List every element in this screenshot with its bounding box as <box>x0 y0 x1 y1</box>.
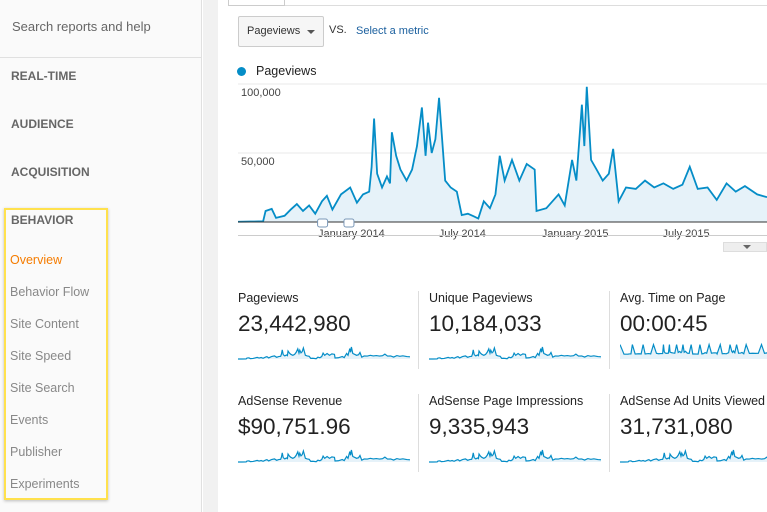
sparkline <box>429 448 601 463</box>
sparkline <box>429 345 601 360</box>
nav-site-search[interactable]: Site Search <box>10 381 75 395</box>
nav-site-speed[interactable]: Site Speed <box>10 349 72 363</box>
annotation-icon <box>343 218 355 228</box>
metric-label: AdSense Revenue <box>238 394 343 408</box>
vs-label: VS. <box>329 24 347 36</box>
sparkline-line <box>429 345 601 360</box>
highlight-box <box>4 208 108 500</box>
sparkline-area <box>620 344 767 359</box>
nav-audience[interactable]: AUDIENCE <box>11 117 74 131</box>
metric-unique-pageviews[interactable]: Unique Pageviews 10,184,033 <box>429 291 609 361</box>
nav-experiments[interactable]: Experiments <box>10 477 80 491</box>
metric-value: 23,442,980 <box>238 311 351 336</box>
legend-label: Pageviews <box>256 64 317 78</box>
divider <box>609 291 610 369</box>
area-fill <box>238 86 767 222</box>
divider <box>0 57 202 58</box>
x-tick-label: July 2015 <box>662 228 710 240</box>
metric-label: Pageviews <box>238 291 299 305</box>
divider <box>609 394 610 472</box>
select-metric-link[interactable]: Select a metric <box>356 25 429 37</box>
sparkline-area <box>429 450 601 462</box>
expand-chart-button[interactable] <box>723 242 767 252</box>
divider <box>418 291 419 369</box>
nav-behavior-flow[interactable]: Behavior Flow <box>10 285 90 299</box>
metric-pageviews[interactable]: Pageviews 23,442,980 <box>238 291 418 361</box>
metric-label: Avg. Time on Page <box>620 291 726 305</box>
sparkline-line <box>429 448 601 463</box>
sparkline-area <box>238 347 410 359</box>
sparkline-area <box>238 450 410 462</box>
sparkline <box>238 345 410 360</box>
divider <box>418 394 419 472</box>
metric-label: AdSense Page Impressions <box>429 394 584 408</box>
sparkline-area <box>429 347 601 359</box>
metric-adsense-revenue[interactable]: AdSense Revenue $90,751.96 <box>238 394 418 464</box>
y-tick-label: 100,000 <box>241 87 281 99</box>
nav-acquisition[interactable]: ACQUISITION <box>11 165 90 179</box>
sparkline <box>620 448 767 463</box>
sidebar: Search reports and help REAL-TIME AUDIEN… <box>0 0 202 512</box>
metric-value: 00:00:45 <box>620 311 708 336</box>
nav-overview[interactable]: Overview <box>10 253 63 267</box>
tab-overview[interactable] <box>228 0 285 6</box>
divider <box>285 5 767 6</box>
nav-behavior[interactable]: BEHAVIOR <box>11 213 74 227</box>
pageviews-line <box>238 86 767 223</box>
sparkline <box>238 448 410 463</box>
nav-real-time[interactable]: REAL-TIME <box>11 69 77 83</box>
pageviews-chart[interactable] <box>238 80 767 230</box>
sparkline <box>620 342 767 359</box>
metric-label: Unique Pageviews <box>429 291 533 305</box>
gutter <box>203 0 218 512</box>
y-tick-label: 50,000 <box>241 156 275 168</box>
annotation-icon <box>317 218 329 228</box>
metric-adsense-ad-units-viewed[interactable]: AdSense Ad Units Viewed 31,731,080 <box>620 394 767 464</box>
x-tick-label: July 2014 <box>438 228 486 240</box>
metric-dropdown-value: Pageviews <box>247 25 301 37</box>
sparkline-line <box>620 342 767 356</box>
metric-avg-time-on-page[interactable]: Avg. Time on Page 00:00:45 <box>620 291 767 361</box>
sparkline-line <box>238 448 410 463</box>
sparkline-line <box>238 345 410 360</box>
metric-label: AdSense Ad Units Viewed <box>620 394 766 408</box>
metric-dropdown[interactable]: Pageviews <box>238 16 324 47</box>
nav-events[interactable]: Events <box>10 413 49 427</box>
metric-value: $90,751.96 <box>238 414 351 439</box>
caret-down-icon <box>307 30 315 34</box>
metric-value: 31,731,080 <box>620 414 733 439</box>
x-tick-label: January 2015 <box>541 228 609 240</box>
legend-dot-icon <box>237 67 246 76</box>
metric-value: 9,335,943 <box>429 414 530 439</box>
sparkline-line <box>620 448 767 463</box>
search-input[interactable]: Search reports and help <box>12 19 151 34</box>
metric-value: 10,184,033 <box>429 311 542 336</box>
nav-publisher[interactable]: Publisher <box>10 445 63 459</box>
nav-site-content[interactable]: Site Content <box>10 317 79 331</box>
x-tick-label: January 2014 <box>318 228 385 240</box>
metric-adsense-page-impressions[interactable]: AdSense Page Impressions 9,335,943 <box>429 394 609 464</box>
divider <box>238 235 767 236</box>
